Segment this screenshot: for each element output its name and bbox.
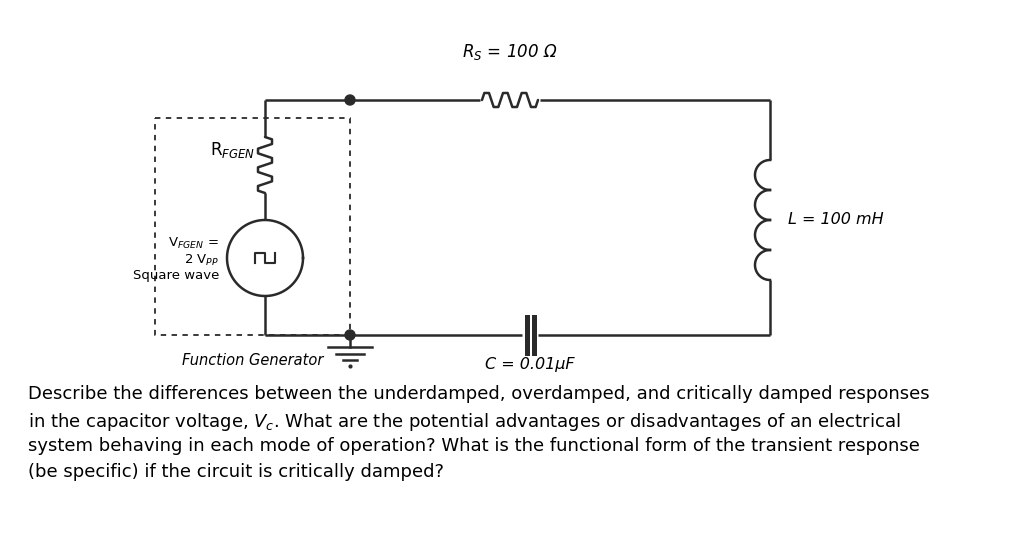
- Text: system behaving in each mode of operation? What is the functional form of the tr: system behaving in each mode of operatio…: [28, 437, 920, 455]
- Text: Square wave: Square wave: [133, 270, 219, 283]
- Text: 2 V$_{PP}$: 2 V$_{PP}$: [184, 253, 219, 267]
- Text: L = 100 mH: L = 100 mH: [788, 213, 884, 227]
- Text: Function Generator: Function Generator: [182, 353, 324, 368]
- Text: in the capacitor voltage, $V_c$. What are the potential advantages or disadvanta: in the capacitor voltage, $V_c$. What ar…: [28, 411, 900, 433]
- Circle shape: [345, 95, 355, 105]
- Text: (be specific) if the circuit is critically damped?: (be specific) if the circuit is critical…: [28, 463, 444, 481]
- Text: V$_{FGEN}$ =: V$_{FGEN}$ =: [168, 236, 219, 250]
- Text: Describe the differences between the underdamped, overdamped, and critically dam: Describe the differences between the und…: [28, 385, 930, 403]
- Text: R$_{FGEN}$: R$_{FGEN}$: [210, 140, 255, 160]
- Circle shape: [345, 330, 355, 340]
- Text: R$_S$ = 100 Ω: R$_S$ = 100 Ω: [462, 42, 558, 62]
- Text: C = 0.01μF: C = 0.01μF: [485, 357, 574, 372]
